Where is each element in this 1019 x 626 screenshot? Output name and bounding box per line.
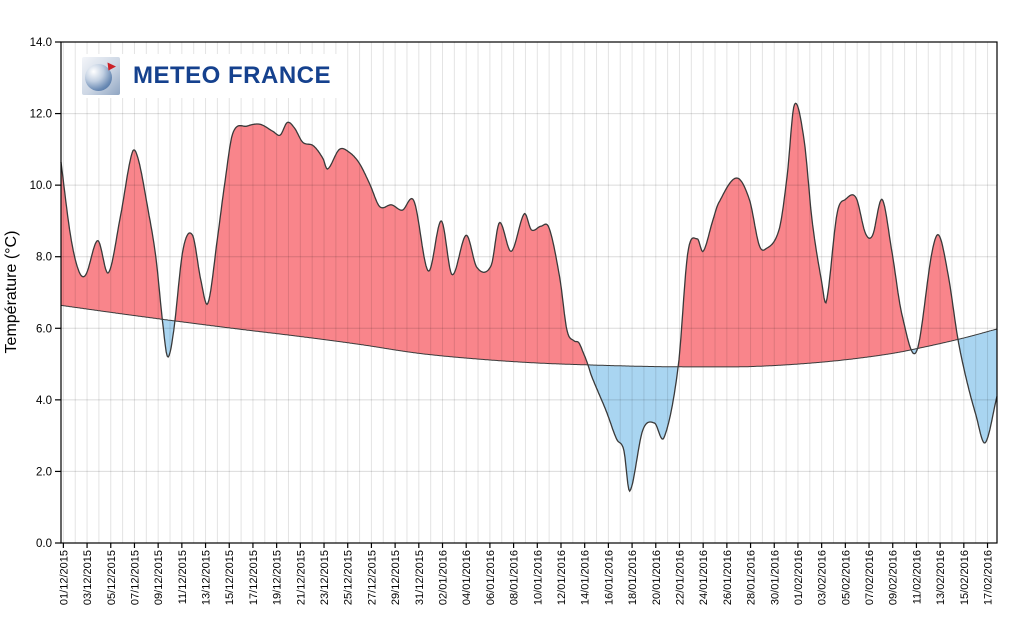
meteo-france-globe-icon: [82, 57, 120, 95]
x-tick-label: 29/12/2015: [390, 550, 402, 605]
x-tick-label: 22/01/2016: [675, 550, 687, 605]
x-tick-label: 25/12/2015: [343, 550, 355, 605]
above-normal-area: [61, 103, 958, 367]
x-tick-label: 21/12/2015: [295, 550, 307, 605]
y-tick-label: 8.0: [36, 252, 52, 264]
x-tick-label: 02/01/2016: [438, 550, 450, 605]
x-tick-label: 10/01/2016: [532, 550, 544, 605]
x-tick-label: 11/02/2016: [911, 550, 923, 604]
x-tick-label: 01/12/2015: [58, 550, 70, 605]
x-tick-label: 16/01/2016: [603, 550, 615, 605]
x-tick-label: 18/01/2016: [627, 550, 639, 605]
plot-border: [60, 41, 998, 544]
x-tick-label: 13/02/2016: [935, 550, 947, 605]
x-tick-label: 13/12/2015: [201, 550, 213, 605]
meteo-france-logo-text: METEO FRANCE: [133, 62, 331, 89]
x-tick-label: 17/12/2015: [248, 550, 260, 605]
x-tick-label: 15/02/2016: [959, 550, 971, 605]
y-tick-label: 2.0: [36, 466, 52, 478]
x-tick-label: 30/01/2016: [769, 550, 781, 605]
x-tick-label: 28/01/2016: [746, 550, 758, 605]
y-tick-label: 14.0: [30, 37, 52, 49]
red-arrow-icon: [107, 62, 116, 71]
y-tick-label: 0.0: [36, 538, 52, 550]
x-tick-label: 14/01/2016: [580, 550, 592, 605]
x-tick-label: 05/12/2015: [106, 550, 118, 605]
x-tick-label: 11/12/2015: [177, 550, 189, 604]
x-tick-label: 24/01/2016: [698, 550, 710, 605]
x-tick-label: 08/01/2016: [509, 550, 521, 605]
x-tick-label: 23/12/2015: [319, 550, 331, 605]
x-tick-label: 27/12/2015: [366, 550, 378, 605]
x-tick-label: 03/12/2015: [82, 550, 94, 605]
gridlines: [61, 42, 997, 543]
x-axis: 01/12/2015 03/12/2015 05/12/2015 07/12/2015…: [58, 543, 995, 605]
x-tick-label: 17/02/2016: [983, 550, 995, 605]
x-tick-label: 20/01/2016: [651, 550, 663, 605]
x-tick-label: 19/12/2015: [272, 550, 284, 605]
y-tick-label: 4.0: [36, 395, 52, 407]
x-tick-label: 09/02/2016: [888, 550, 900, 605]
meteo-france-logo: METEO FRANCE: [80, 54, 341, 98]
temperature-curve: [60, 102, 998, 493]
x-tick-label: 15/12/2015: [224, 550, 236, 605]
y-tick-label: 12.0: [30, 109, 52, 121]
x-tick-label: 31/12/2015: [414, 550, 426, 605]
y-axis-title: Température (°C): [3, 231, 20, 354]
x-tick-label: 12/01/2016: [556, 550, 568, 605]
y-tick-label: 6.0: [36, 323, 52, 335]
x-tick-label: 04/01/2016: [461, 550, 473, 605]
x-tick-label: 05/02/2016: [840, 550, 852, 605]
x-tick-label: 06/01/2016: [485, 550, 497, 605]
x-tick-label: 26/01/2016: [722, 550, 734, 605]
normal-curve: [60, 304, 998, 368]
x-tick-label: 03/02/2016: [817, 550, 829, 605]
x-tick-label: 07/12/2015: [130, 550, 142, 605]
y-tick-label: 10.0: [30, 180, 52, 192]
below-normal-area: [162, 319, 997, 492]
x-tick-label: 01/02/2016: [793, 550, 805, 605]
x-tick-label: 09/12/2015: [153, 550, 165, 605]
x-tick-label: 07/02/2016: [864, 550, 876, 605]
y-axis: 0.0 2.0 4.0 6.0 8.0 10.0 12.0 14.0: [30, 37, 61, 550]
